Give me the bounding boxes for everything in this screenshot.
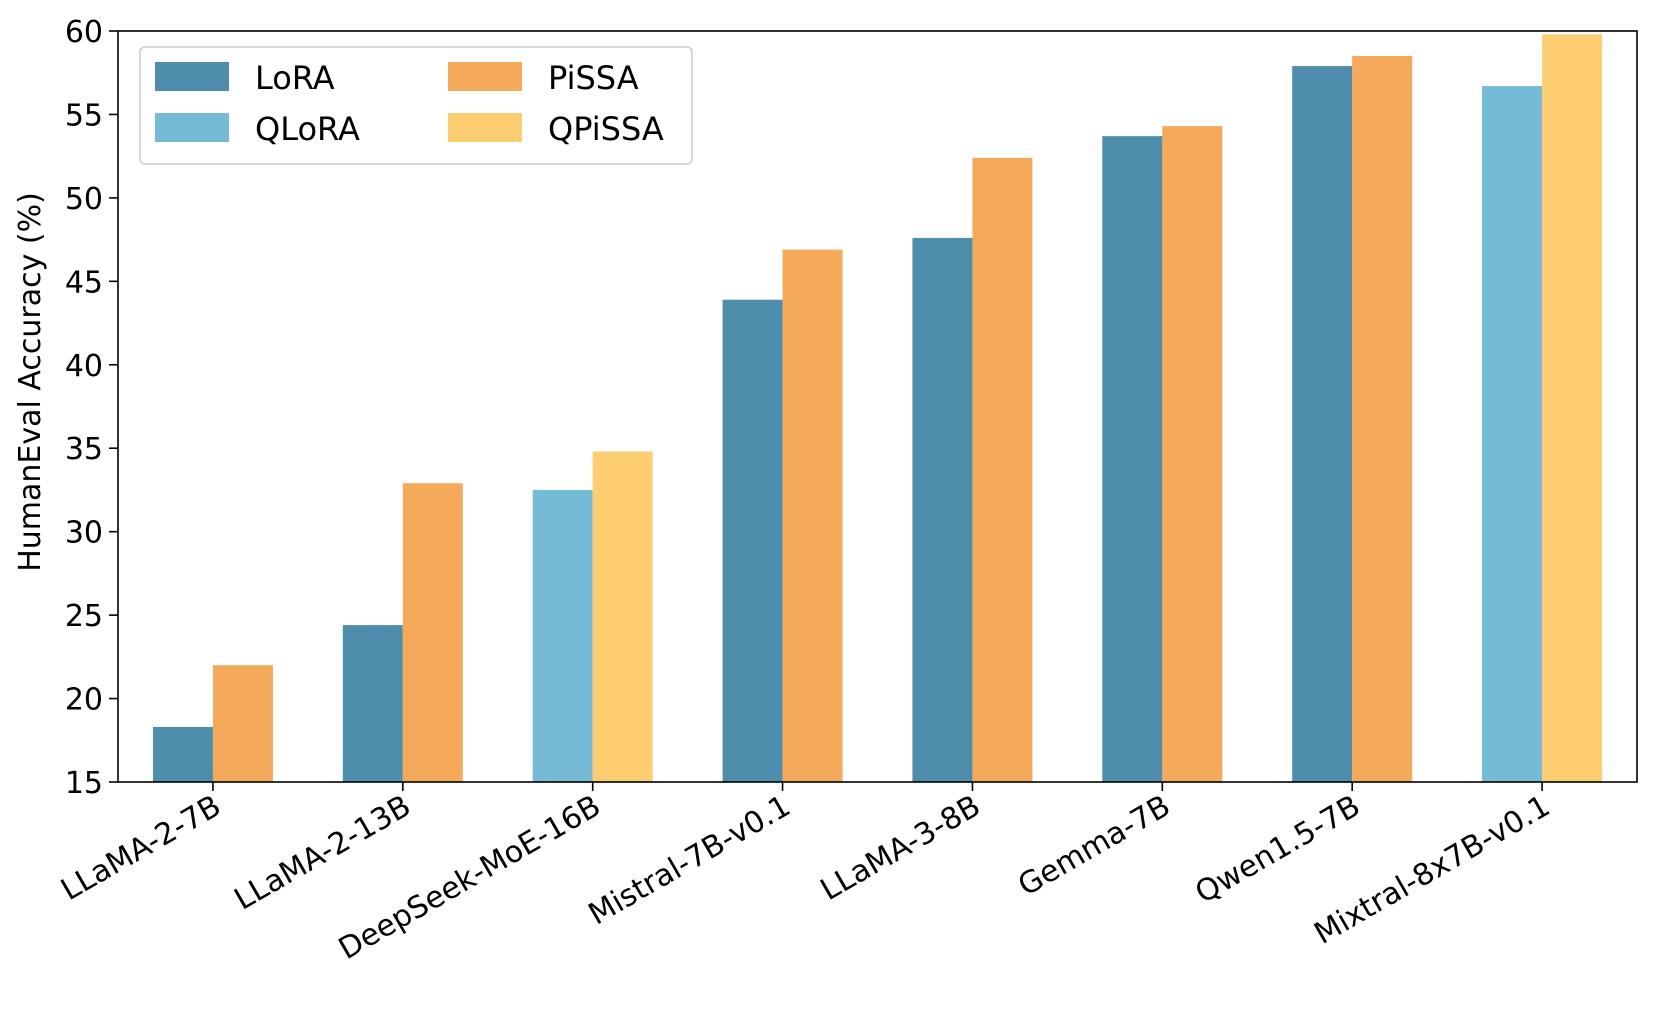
y-tick-label: 30 [65, 516, 103, 551]
x-tick-label: Qwen1.5-7B [1189, 789, 1366, 911]
bars-layer [152, 34, 1603, 783]
legend-swatch-lora [155, 62, 229, 91]
legend-label-lora: LoRA [255, 59, 335, 97]
bar-qlora-mixtral-8x7b-v0-1 [1482, 86, 1543, 782]
y-ticks-layer: 15 20 25 30 35 40 45 50 55 60 [65, 15, 118, 801]
bar-qpissa-mixtral-8x7b-v0-1 [1542, 34, 1603, 782]
legend-label-qpissa: QPiSSA [548, 110, 664, 148]
y-tick-label: 60 [65, 15, 103, 50]
bar-qpissa-deepseek-moe-16b [592, 451, 653, 782]
legend-swatch-pissa [448, 62, 522, 91]
x-tick-label: LLaMA-3-8B [815, 789, 987, 908]
y-tick-label: 40 [65, 349, 103, 384]
x-tick-label: Mistral-7B-v0.1 [583, 789, 797, 933]
legend: LoRA PiSSA QLoRA QPiSSA [139, 46, 693, 165]
bar-pissa-gemma-7b [1162, 126, 1223, 782]
bar-pissa-mistral-7b-v0-1 [782, 249, 843, 782]
bar-qlora-deepseek-moe-16b [532, 489, 593, 782]
legend-swatch-qpissa [448, 113, 522, 142]
legend-box [139, 46, 693, 165]
y-tick-label: 55 [65, 98, 103, 133]
y-tick-label: 50 [65, 182, 103, 217]
bar-lora-llama-2-13b [342, 625, 403, 782]
y-tick-label: 45 [65, 265, 103, 300]
y-tick-label: 15 [65, 766, 103, 801]
y-tick-label: 20 [65, 683, 103, 718]
bar-lora-llama-2-7b [152, 726, 213, 782]
bar-lora-llama-3-8b [912, 237, 973, 782]
y-tick-label: 35 [65, 432, 103, 467]
x-tick-label: LLaMA-2-13B [229, 789, 417, 918]
bar-lora-gemma-7b [1102, 136, 1163, 782]
x-ticks-layer: LLaMA-2-7B LLaMA-2-13BDeepSeek-MoE-16BMis… [55, 782, 1556, 967]
bar-pissa-llama-2-7b [212, 665, 273, 782]
legend-label-qlora: QLoRA [255, 110, 360, 148]
bar-pissa-llama-3-8b [972, 157, 1033, 783]
x-tick-label: LLaMA-2-7B [55, 789, 227, 908]
plot-frame [117, 30, 1638, 783]
bar-lora-mistral-7b-v0-1 [722, 299, 783, 782]
bar-pissa-llama-2-13b [402, 483, 463, 782]
y-axis-title: HumanEval Accuracy (%) [13, 192, 48, 572]
x-tick-label: Gemma-7B [1012, 789, 1176, 904]
bar-lora-qwen1-5-7b [1292, 66, 1353, 783]
bar-pissa-qwen1-5-7b [1352, 56, 1413, 782]
legend-swatch-qlora [155, 113, 229, 142]
y-tick-label: 25 [65, 599, 103, 634]
legend-label-pissa: PiSSA [548, 59, 639, 97]
axes-layer [117, 30, 1638, 783]
